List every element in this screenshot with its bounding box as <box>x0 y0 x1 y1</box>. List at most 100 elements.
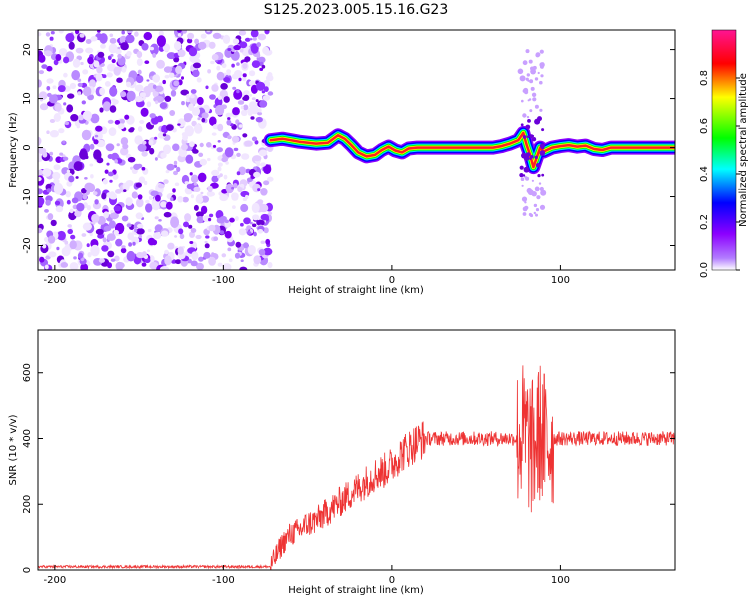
noise-blob <box>139 92 146 98</box>
noise-blob <box>50 31 55 35</box>
colorbar-gradient <box>711 29 737 271</box>
noise-blob <box>233 89 243 100</box>
disturbance-point <box>523 166 530 173</box>
noise-blob <box>109 105 117 113</box>
noise-blob <box>211 84 219 92</box>
noise-blob <box>95 73 103 82</box>
noise-blob <box>189 172 193 176</box>
snr-ytick-label-3: 600 <box>22 363 33 382</box>
noise-blob <box>155 100 159 105</box>
noise-blob <box>149 261 159 270</box>
noise-blob <box>192 69 200 78</box>
noise-blob <box>240 105 244 110</box>
noise-blob <box>187 32 195 40</box>
noise-blob <box>40 98 43 102</box>
noise-blob <box>225 112 232 119</box>
noise-blob <box>200 205 208 215</box>
noise-blob <box>102 237 107 243</box>
noise-blob <box>231 63 235 68</box>
noise-blob <box>39 103 49 111</box>
noise-blob <box>108 127 117 136</box>
noise-blob <box>227 117 231 121</box>
noise-blob <box>180 89 189 96</box>
spectrogram-y-axis: -20 -10 0 10 20 <box>22 43 675 254</box>
spectrogram-xlabel: Height of straight line (km) <box>288 285 424 296</box>
disturbance-point <box>539 80 543 85</box>
noise-blob <box>249 221 253 225</box>
noise-blob <box>109 37 117 44</box>
noise-blob <box>217 140 221 143</box>
noise-blob <box>76 202 85 212</box>
noise-blob <box>49 36 54 41</box>
spectrogram-xtick-label-3: 100 <box>551 275 570 286</box>
noise-blob <box>177 49 186 58</box>
noise-blob <box>236 89 240 94</box>
noise-blob <box>89 143 95 150</box>
noise-blob <box>211 169 220 176</box>
noise-blob <box>63 102 67 106</box>
noise-blob <box>109 86 118 97</box>
noise-blob <box>153 232 162 240</box>
noise-blob <box>197 172 207 183</box>
noise-blob <box>226 119 232 126</box>
noise-blob <box>261 64 266 69</box>
noise-blob <box>260 162 266 167</box>
disturbance-point <box>522 113 527 118</box>
noise-blob <box>257 229 264 234</box>
noise-blob <box>65 33 75 43</box>
disturbance-point <box>525 124 531 130</box>
disturbance-point <box>529 79 534 84</box>
noise-blob <box>186 38 193 44</box>
noise-blob <box>96 157 104 164</box>
noise-blob <box>190 94 195 99</box>
noise-blob <box>52 85 57 89</box>
noise-blob <box>70 114 79 122</box>
noise-blob <box>251 136 258 142</box>
noise-blob <box>211 175 219 183</box>
noise-blob <box>237 100 245 105</box>
noise-blob <box>215 104 225 116</box>
noise-blob <box>135 75 144 84</box>
noise-blob <box>108 220 116 229</box>
noise-blob <box>38 32 42 37</box>
noise-blob <box>39 256 45 263</box>
noise-blob <box>181 143 188 151</box>
noise-blob <box>114 159 118 164</box>
noise-blob <box>46 188 52 193</box>
noise-blob <box>264 30 270 35</box>
noise-blob <box>106 233 116 241</box>
noise-blob <box>175 259 182 265</box>
disturbance-point <box>538 182 542 185</box>
noise-blob <box>263 227 269 234</box>
noise-blob <box>93 60 100 68</box>
noise-blob <box>116 77 123 83</box>
noise-blob <box>196 262 204 270</box>
noise-blob <box>244 56 251 62</box>
noise-blob <box>249 93 253 97</box>
disturbance-point <box>539 150 546 156</box>
figure-title: S125.2023.005.15.16.G23 <box>264 2 449 18</box>
noise-blob <box>201 117 206 123</box>
disturbance-point <box>539 186 544 192</box>
noise-blob <box>190 174 199 183</box>
noise-blob <box>38 176 42 182</box>
noise-blob <box>190 260 198 267</box>
noise-blob <box>188 103 195 111</box>
noise-blob <box>152 74 161 83</box>
disturbance-point <box>539 49 544 54</box>
noise-blob <box>186 183 194 190</box>
noise-blob <box>120 247 127 254</box>
noise-blob <box>85 47 94 54</box>
noise-blob <box>257 188 261 192</box>
noise-blob <box>185 98 191 103</box>
noise-blob <box>142 251 147 257</box>
snr-xlabel: Height of straight line (km) <box>288 585 424 596</box>
disturbance-point <box>529 157 532 160</box>
noise-blob <box>99 87 106 96</box>
noise-blob <box>146 79 150 82</box>
noise-blob <box>146 101 152 108</box>
noise-blob <box>81 100 87 105</box>
noise-blob <box>216 65 221 71</box>
disturbance-point <box>528 98 532 101</box>
noise-blob <box>175 65 183 75</box>
